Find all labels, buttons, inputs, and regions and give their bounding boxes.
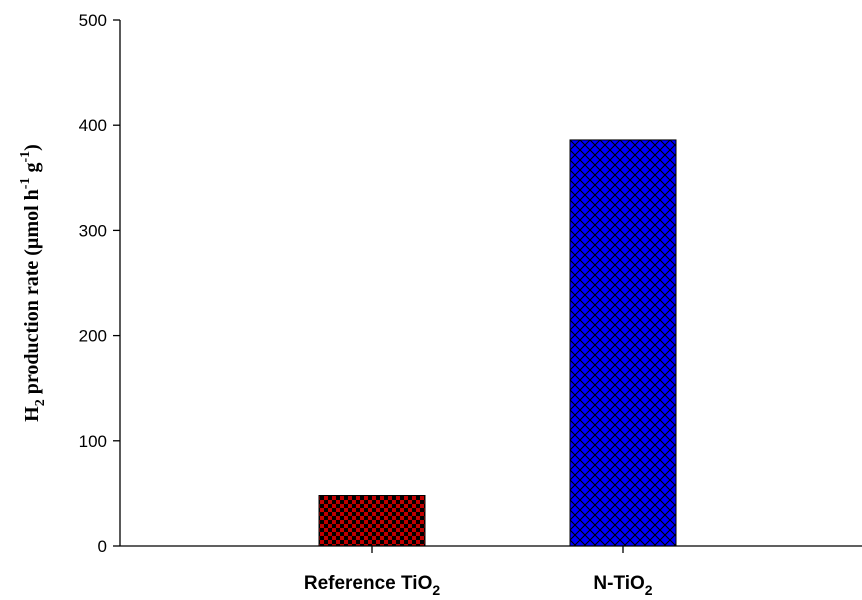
bars-group (318, 139, 677, 547)
y-tick-label: 0 (98, 537, 107, 556)
y-axis-title: H2 production rate (µmol h-1 g-1) (18, 144, 48, 422)
y-tick-label: 100 (79, 432, 107, 451)
x-category-label-ntio2: N-TiO2 (593, 573, 652, 598)
x-category-label-reference: Reference TiO2 (304, 573, 440, 598)
y-axis-ticks: 0 100 200 300 400 500 (79, 11, 120, 556)
y-tick-label: 200 (79, 327, 107, 346)
bar-reference-tio2 (318, 495, 426, 547)
y-tick-label: 400 (79, 116, 107, 135)
x-axis-ticks (371, 546, 624, 553)
y-tick-label: 500 (79, 11, 107, 30)
y-tick-label: 300 (79, 221, 107, 240)
bar-n-tio2 (569, 139, 677, 547)
